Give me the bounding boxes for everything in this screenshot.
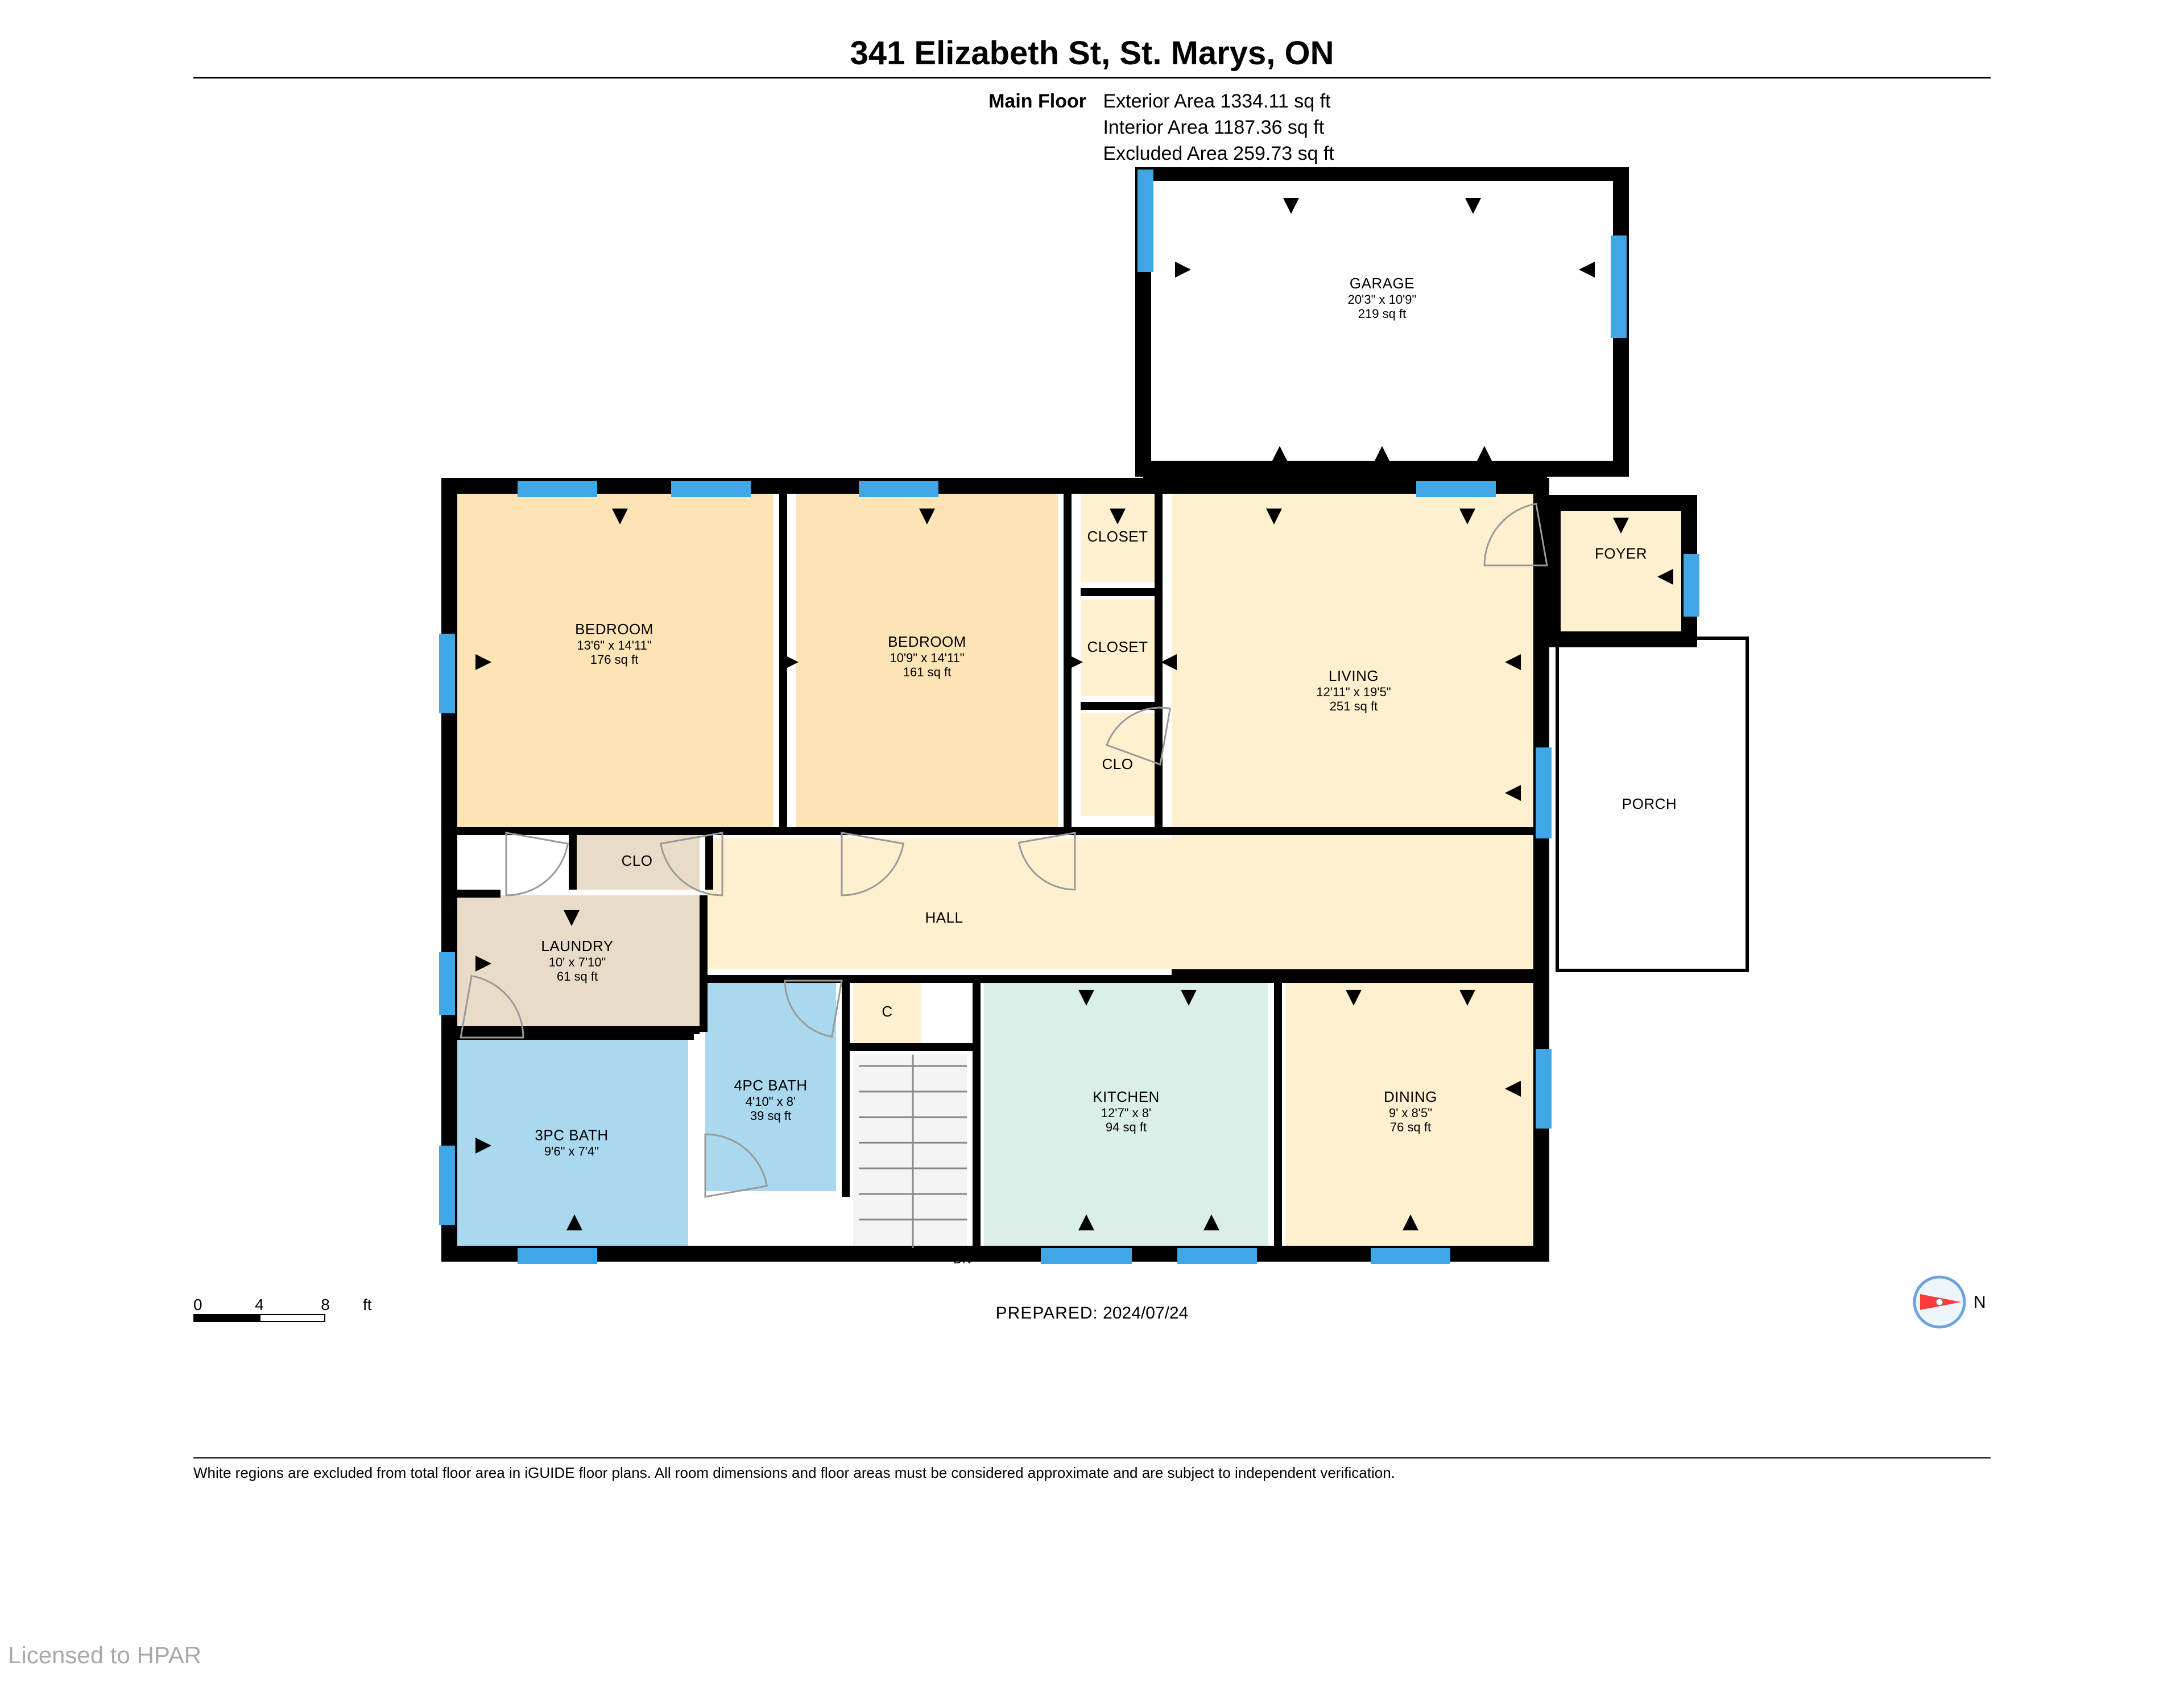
scale-bar: 048 ft [193,1296,372,1322]
scale-tick: 8 [292,1296,358,1314]
room-label-garage: GARAGE20'3" x 10'9"219 sq ft [1348,275,1417,320]
room-label-dining: DINING9' x 8'5"76 sq ft [1384,1088,1437,1134]
scale-tick: 4 [226,1296,292,1314]
room-label-bath4: 4PC BATH4'10" x 8'39 sq ft [734,1077,807,1122]
page-title: 341 Elizabeth St, St. Marys, ON [193,34,1991,72]
floor-plan: GARAGE20'3" x 10'9"219 sq ft FOYER PORCH BE… [404,167,1780,1282]
room-label-bed1: BEDROOM13'6" x 14'11"176 sq ft [575,621,653,666]
area-summary: Main Floor Exterior Area 1334.11 sq ft I… [973,89,1991,167]
disclaimer-text: White regions are excluded from total fl… [193,1464,1991,1482]
compass-icon: N [1911,1274,1991,1333]
footer-rule [193,1457,1991,1458]
room-label-closet1: CLOSET [1087,528,1148,546]
floor-label: Main Floor [973,89,1086,115]
excluded-area: Excluded Area 259.73 sq ft [1103,143,1334,164]
scale-unit: ft [363,1296,372,1314]
room-label-bath3: 3PC BATH9'6" x 7'4" [535,1127,608,1158]
room-label-bed2: BEDROOM10'9" x 14'11"161 sq ft [888,633,966,679]
room-label-foyer: FOYER [1595,546,1647,563]
title-rule [193,77,1991,78]
interior-area: Interior Area 1187.36 sq ft [1103,117,1324,138]
room-label-laundry: LAUNDRY10' x 7'10"61 sq ft [541,937,613,983]
scale-tick: 0 [193,1296,226,1314]
room-label-clo1: CLO [622,853,653,870]
license-watermark: Licensed to HPAR [8,1642,201,1669]
exterior-area: Exterior Area 1334.11 sq ft [1103,90,1330,112]
room-label-kitchen: KITCHEN12'7" x 8'94 sq ft [1093,1088,1160,1134]
svg-text:N: N [1974,1293,1986,1312]
room-label-closet_c: C [882,1003,892,1020]
room-label-closet2: CLOSET [1087,639,1148,656]
room-label-clo3: CLO [1102,756,1134,773]
room-label-living: LIVING12'11" x 19'5"251 sq ft [1316,667,1391,713]
room-label-hall: HALL [925,910,963,927]
room-label-porch: PORCH [1622,796,1677,813]
stair-dn-label: DN [953,1252,971,1267]
prepared-date: PREPARED: 2024/07/24 [996,1304,1189,1323]
